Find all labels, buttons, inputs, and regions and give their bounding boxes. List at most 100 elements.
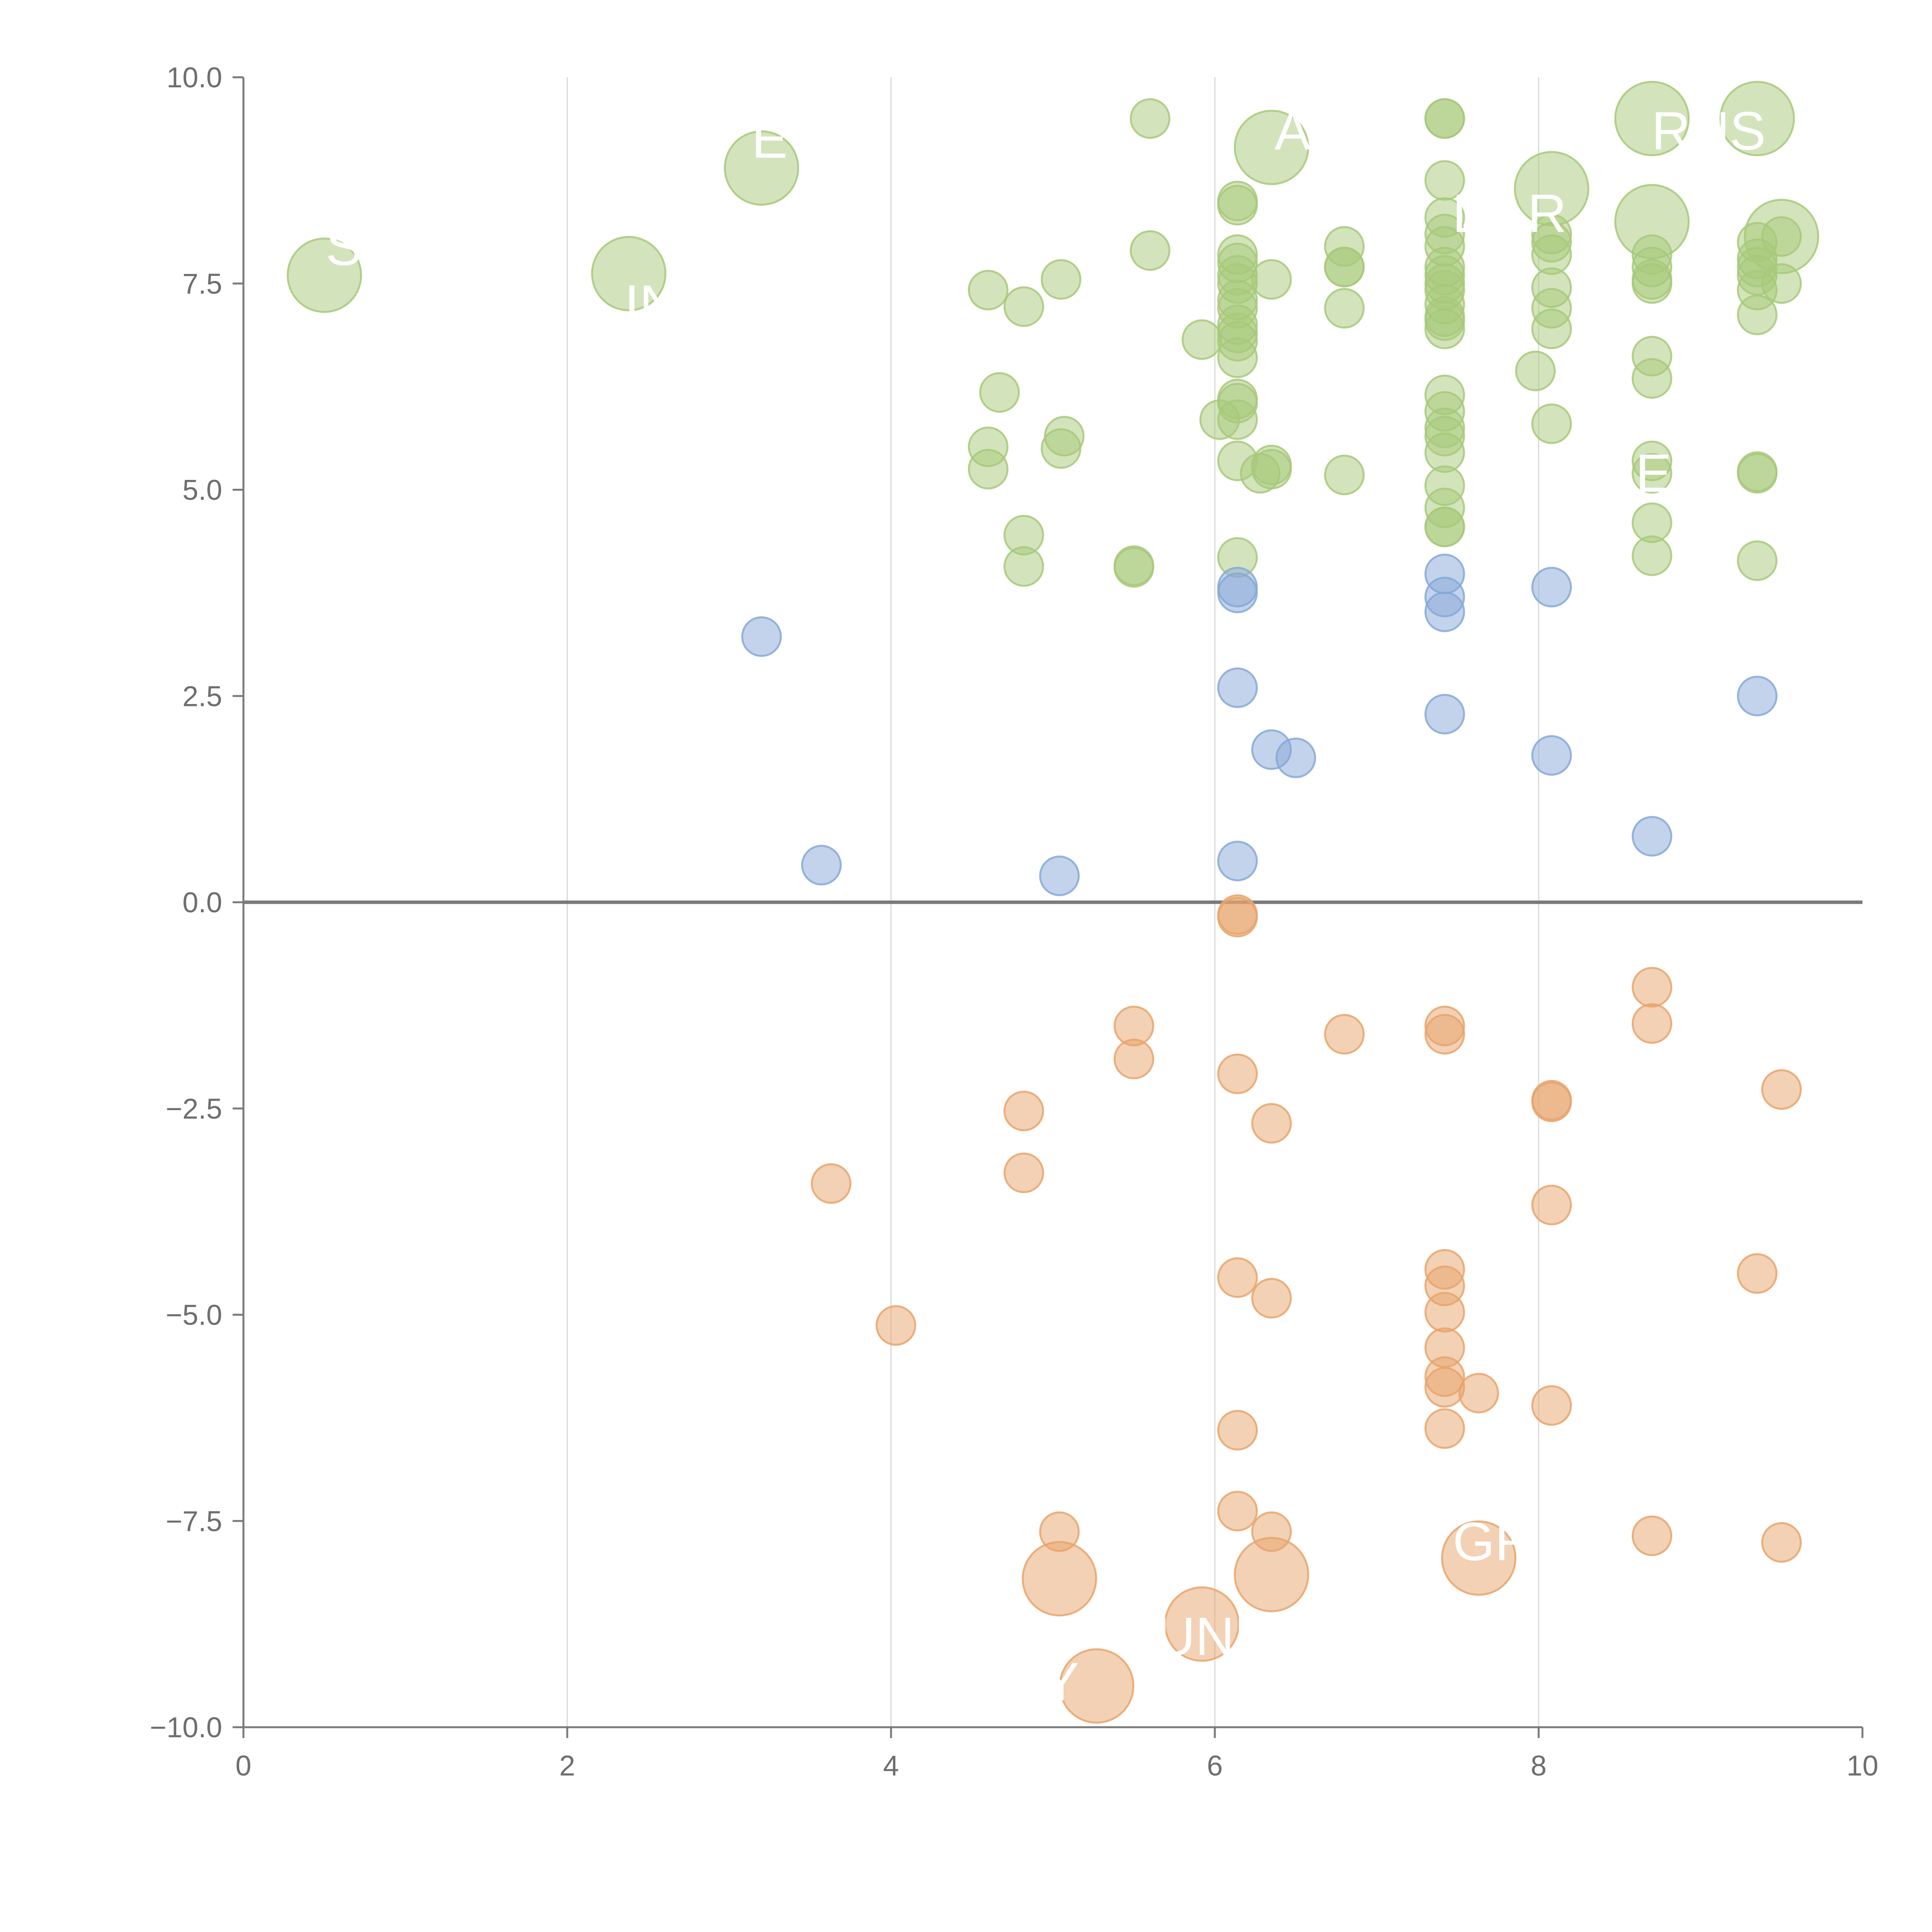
x-tick-label: 2 xyxy=(559,1750,575,1782)
neutral-bubble xyxy=(1217,572,1258,613)
negative-bubble xyxy=(1531,1185,1572,1226)
x-tick-label: 0 xyxy=(235,1750,251,1782)
positive-bubble xyxy=(1761,263,1802,304)
negative-bubble xyxy=(1217,896,1258,937)
x-tick-label: 10 xyxy=(1847,1750,1878,1782)
neutral-bubble xyxy=(1531,735,1572,776)
positive-bubble xyxy=(1631,453,1672,494)
positive-bubble xyxy=(1251,259,1292,300)
negative-bubble xyxy=(1761,1522,1802,1563)
bubble-labels: S IN E A DAR RNS E GR UND Y xyxy=(326,100,1766,1712)
negative-bubble xyxy=(1003,1090,1044,1131)
neutral-bubble xyxy=(741,616,782,657)
negative-bubble xyxy=(1424,1408,1465,1449)
positive-bubble xyxy=(979,372,1020,413)
y-tick-label: −5.0 xyxy=(166,1299,222,1331)
positive-bubble xyxy=(1324,454,1365,495)
negative-bubble xyxy=(1217,1257,1258,1298)
negative-bubble xyxy=(1234,1537,1310,1612)
negative-bubble xyxy=(1631,1003,1672,1044)
positive-bubble xyxy=(1631,263,1672,304)
neutral-bubble xyxy=(1631,816,1672,857)
bubble-label-text: IN xyxy=(624,274,679,334)
neutral-bubble xyxy=(1217,840,1258,881)
positive-bubble xyxy=(1424,507,1465,548)
negative-bubble xyxy=(1114,1039,1154,1080)
positive-bubble xyxy=(1531,403,1572,444)
negative-bubble xyxy=(876,1305,917,1346)
positive-bubble xyxy=(1737,453,1778,494)
positive-bubble xyxy=(968,449,1009,490)
y-tick-label: 5.0 xyxy=(182,474,222,506)
neutral-bubble xyxy=(1217,667,1258,708)
positive-bubble xyxy=(1240,453,1281,494)
negative-bubble xyxy=(1424,1014,1465,1055)
bubble-label-text: DAR xyxy=(1452,183,1567,243)
neutral-bubble xyxy=(1276,737,1316,778)
negative-bubble xyxy=(1251,1278,1292,1319)
positive-bubble xyxy=(1003,546,1044,587)
axes xyxy=(233,76,1864,1738)
neutral-bubble xyxy=(1737,675,1778,716)
bubble-label-text: Y xyxy=(1043,1651,1079,1712)
positive-bubble xyxy=(1234,109,1310,185)
bubble-label-text: UND xyxy=(1156,1606,1273,1667)
positive-bubble xyxy=(1324,288,1365,329)
positive-bubble xyxy=(1041,428,1082,469)
negative-bubble xyxy=(1531,1385,1572,1426)
y-tick-label: 2.5 xyxy=(182,680,222,712)
neutral-bubble xyxy=(1424,591,1465,632)
bubble-label-text: E xyxy=(1636,443,1672,503)
negative-bubble xyxy=(1217,1053,1258,1094)
negative-bubble xyxy=(1531,1082,1572,1122)
x-tick-label: 4 xyxy=(883,1750,899,1782)
bubble-label-text: E xyxy=(752,109,787,169)
y-tick-label: −7.5 xyxy=(166,1505,222,1537)
positive-bubble xyxy=(1631,535,1672,576)
negative-bubble xyxy=(1003,1152,1044,1193)
positive-bubble xyxy=(1631,358,1672,399)
positive-bubble xyxy=(968,270,1009,311)
positive-bubble xyxy=(724,130,799,206)
positive-bubble xyxy=(1217,185,1258,226)
negative-bubble xyxy=(1761,1069,1802,1110)
positive-bubble xyxy=(1217,337,1258,378)
positive-bubble xyxy=(1737,540,1778,581)
positive-bubble xyxy=(1114,547,1154,588)
negative-bubble xyxy=(1631,1515,1672,1556)
negative-bubble xyxy=(1251,1103,1292,1144)
negative-bubble xyxy=(811,1163,852,1204)
positive-bubble xyxy=(1614,81,1690,156)
negative-bubble xyxy=(1424,1292,1465,1333)
bubble-label-text: A xyxy=(1274,100,1311,161)
positive-bubble xyxy=(1424,308,1465,349)
positive-bubble xyxy=(1737,294,1778,335)
y-tick-label: 10.0 xyxy=(167,61,222,94)
positive-bubble xyxy=(1515,350,1556,391)
neutral-bubble xyxy=(1424,694,1465,735)
positive-bubble xyxy=(1129,98,1170,139)
negative-bubble xyxy=(1324,1014,1365,1055)
bubble-label-text: S xyxy=(326,216,362,277)
positive-bubble xyxy=(1424,98,1465,139)
tick-labels: 0 2 4 6 8 10 10.0 7.5 5.0 2.5 0.0 −2.5 −5.0 −7.5 −10.0 xyxy=(150,61,1878,1782)
positive-bubble xyxy=(1531,308,1572,349)
negative-bubble xyxy=(1217,1491,1258,1532)
negative-bubble xyxy=(1059,1648,1134,1724)
bubble-label-text: GR xyxy=(1453,1511,1534,1572)
neutral-bubble xyxy=(1039,855,1080,896)
y-tick-label: −2.5 xyxy=(166,1093,222,1125)
negative-bubble xyxy=(1164,1586,1240,1662)
positive-bubble xyxy=(1181,319,1222,360)
negative-bubble xyxy=(1441,1520,1517,1596)
positive-bubble xyxy=(1217,399,1258,440)
negative-bubble xyxy=(1022,1541,1097,1617)
positive-bubble xyxy=(591,236,667,311)
neutral-bubble xyxy=(801,845,842,886)
bubble-label-text: RNS xyxy=(1651,100,1766,161)
x-tick-label: 8 xyxy=(1531,1750,1546,1782)
positive-bubble xyxy=(1041,259,1082,300)
positive-bubble xyxy=(1719,81,1795,156)
negative-bubble xyxy=(1217,1410,1258,1451)
